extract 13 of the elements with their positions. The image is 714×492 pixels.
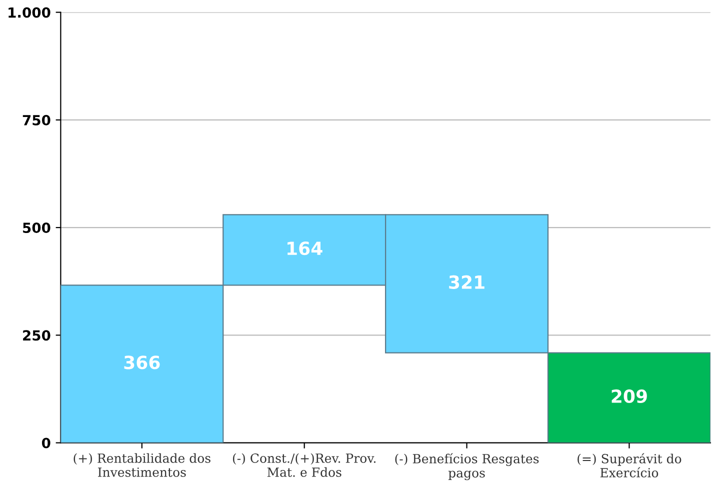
- data-label: 321: [449, 275, 484, 289]
- y-tick-label: 0: [42, 438, 50, 448]
- data-label: 209: [612, 389, 647, 404]
- y-tick-label: 1.000: [8, 7, 50, 18]
- x-tick-label: (-) Benefícios Resgates pagos: [395, 453, 539, 480]
- x-tick-label: (=) Superávit do Exercício: [578, 453, 682, 478]
- x-tick-label: (+) Rentabilidade dos Investimentos: [74, 453, 210, 477]
- y-tick-label: 500: [23, 222, 50, 234]
- data-label: 366: [124, 356, 160, 370]
- x-tick-label: (-) Const./(+)Rev. Prov. Mat. e Fdos: [232, 453, 376, 477]
- data-label: 164: [288, 242, 322, 256]
- y-tick-label: 750: [22, 114, 50, 126]
- y-tick-label: 250: [23, 330, 50, 341]
